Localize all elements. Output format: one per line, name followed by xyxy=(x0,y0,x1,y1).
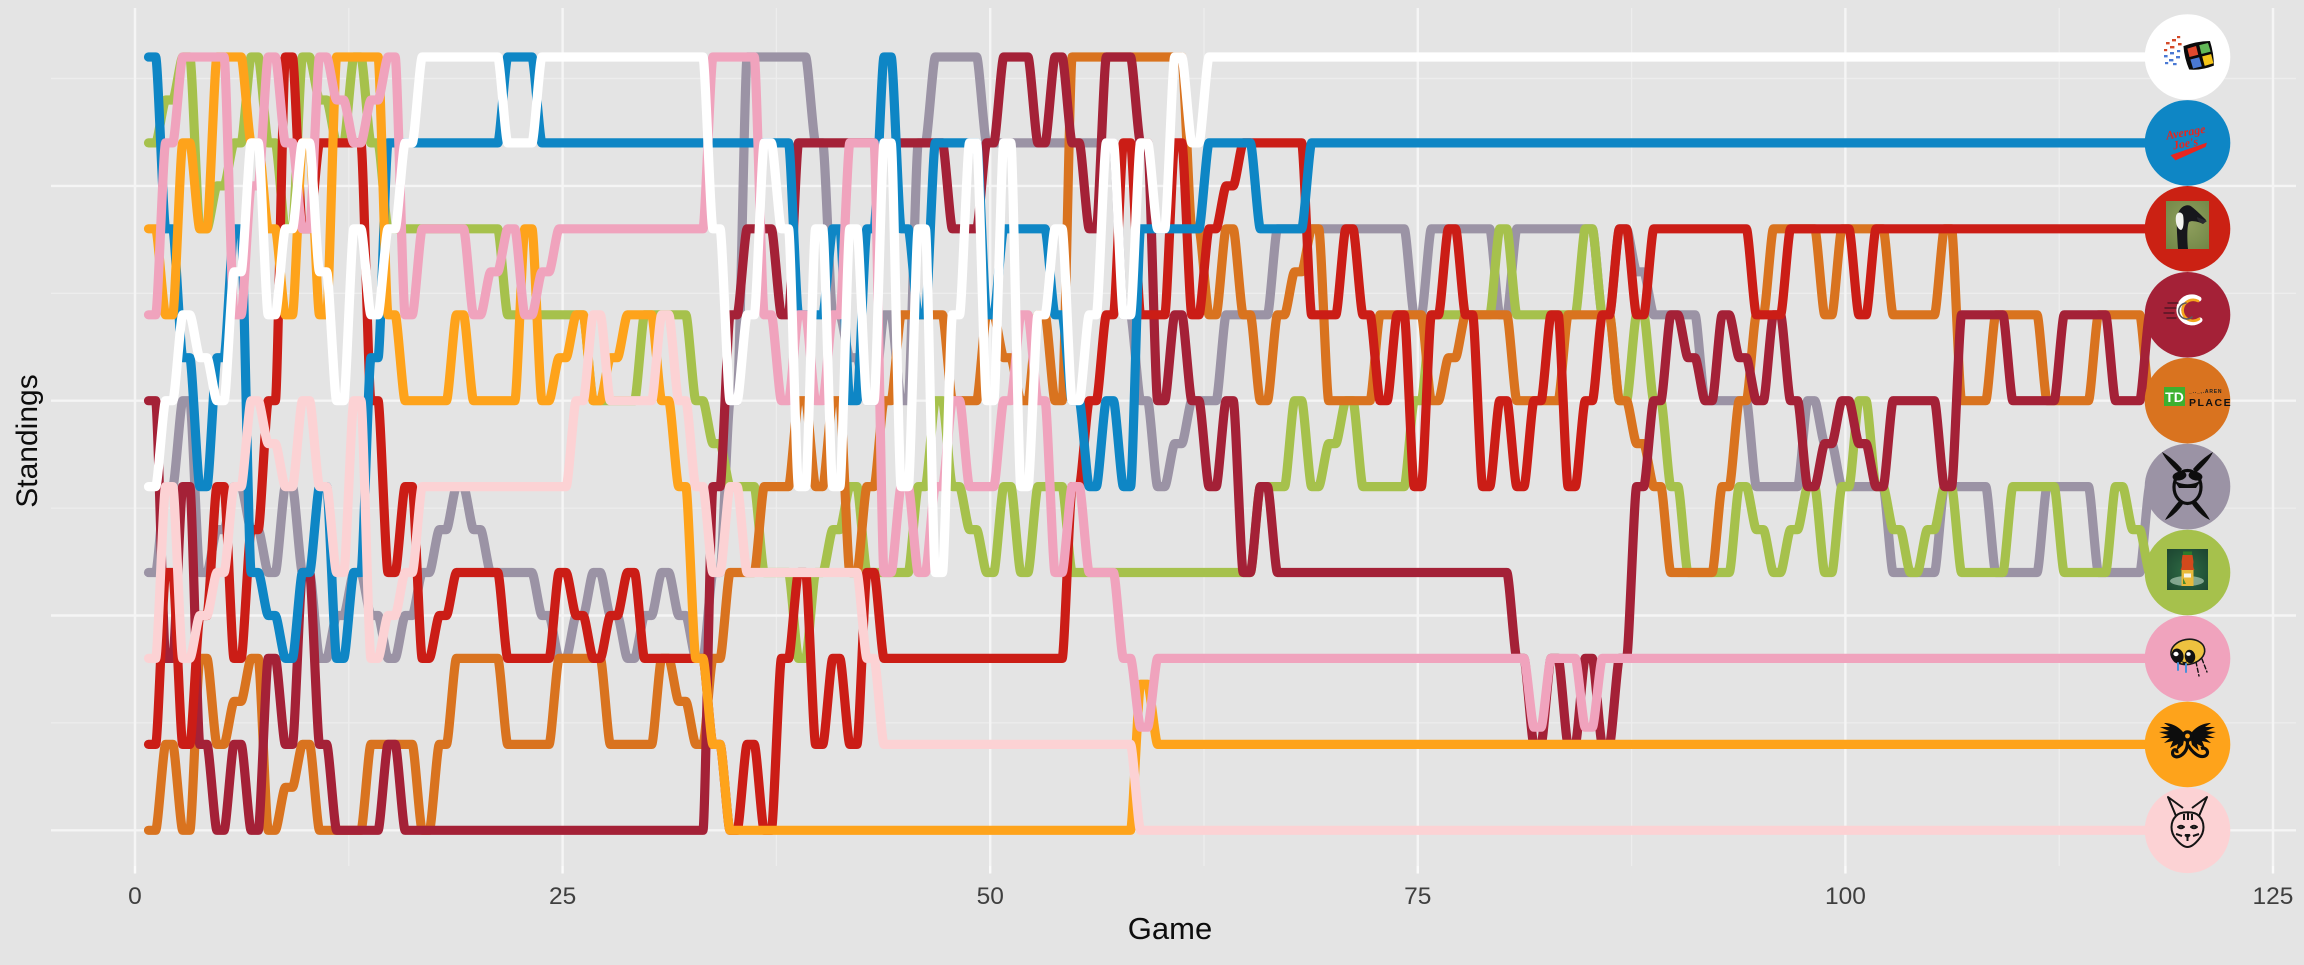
svg-text:Game: Game xyxy=(1128,911,1212,946)
svg-text:100: 100 xyxy=(1825,883,1866,910)
svg-text:50: 50 xyxy=(977,883,1004,910)
svg-text:0: 0 xyxy=(128,883,142,910)
svg-text:75: 75 xyxy=(1404,883,1431,910)
svg-text:Standings: Standings xyxy=(11,374,44,507)
svg-text:TD: TD xyxy=(2165,389,2184,405)
svg-text:125: 125 xyxy=(2253,883,2294,910)
svg-text:_.._,.AREN: _.._,.AREN xyxy=(2188,389,2222,395)
svg-text:25: 25 xyxy=(549,883,576,910)
svg-text:PLACE: PLACE xyxy=(2189,397,2232,409)
